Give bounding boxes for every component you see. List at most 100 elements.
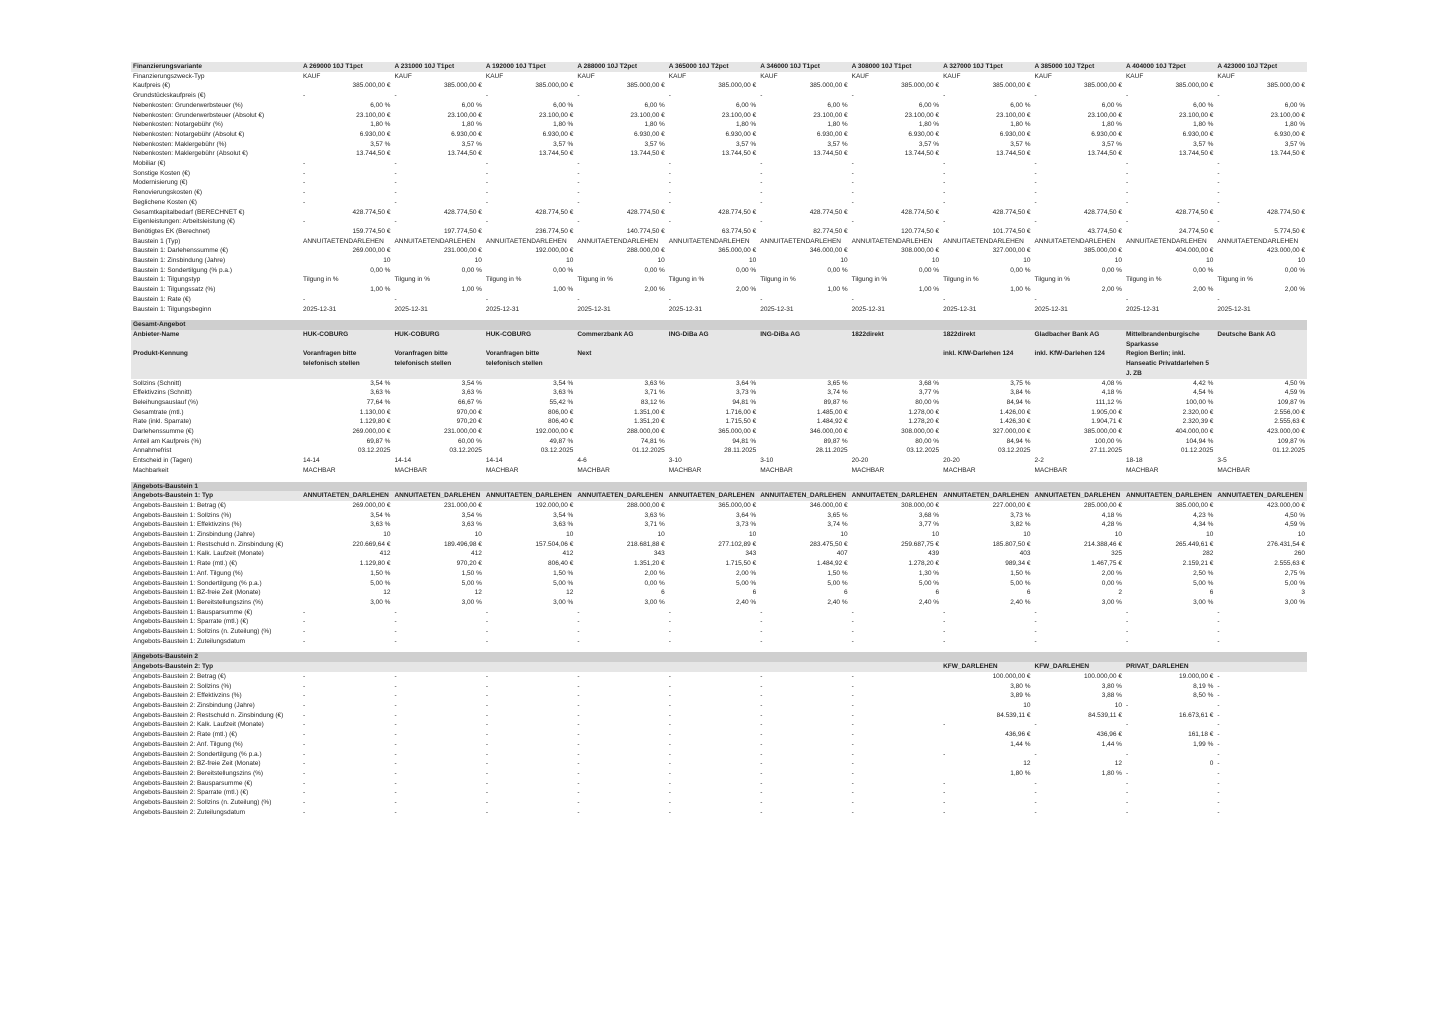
cell	[758, 662, 850, 672]
cell: -	[760, 295, 763, 303]
cell: Voranfragen bitte telefonisch stellen	[301, 349, 393, 379]
cell: KAUF	[1217, 72, 1235, 80]
cell: 3,57 %	[370, 140, 391, 148]
cell: 10	[1297, 257, 1305, 265]
cell: 4-6	[577, 457, 587, 465]
cell: 5,00 %	[553, 579, 574, 587]
cell: -	[394, 608, 397, 616]
data-row: Angebots-Baustein 1: Betrag (€) 269.000,0…	[131, 501, 1307, 511]
row-label: Benötigtes EK (Berechnet)	[133, 227, 210, 235]
cell: -	[577, 769, 580, 777]
cell: 231.000,00 €	[443, 501, 482, 509]
row-label: Machbarkeit	[133, 466, 169, 474]
row-label: Beglichene Kosten (€)	[133, 198, 197, 206]
cell: -	[1217, 628, 1220, 636]
row-label: Angebots-Baustein 2: Restschuld n. Zinsb…	[133, 711, 284, 719]
cell: 288.000,00 €	[626, 247, 665, 255]
data-row: Nebenkosten: Grunderwerbsteuer (Absolut …	[131, 111, 1307, 121]
cell: -	[1217, 618, 1220, 626]
cell: -	[943, 637, 946, 645]
cell: 2.320,39 €	[1182, 418, 1214, 426]
cell	[301, 662, 393, 672]
cell: 2,40 %	[918, 598, 940, 606]
data-row: Angebots-Baustein 2: Effektivzins (%) - - -…	[131, 691, 1307, 701]
cell: 2,40 %	[827, 598, 848, 606]
cell: -	[485, 295, 489, 303]
cell: -	[577, 218, 580, 226]
cell: 0,00 %	[1010, 266, 1031, 274]
cell: -	[1217, 702, 1220, 709]
cell: 3,57 %	[1101, 140, 1122, 148]
row-label: Darlehenssumme (€)	[133, 428, 194, 436]
data-row: Angebots-Baustein 1: Anf. Tilgung (%) 1,5…	[131, 569, 1307, 579]
cell: 2025-12-31	[394, 305, 428, 313]
cell: -	[1125, 189, 1129, 197]
cell: MACHBAR	[1125, 466, 1159, 474]
cell: 404.000,00 €	[1175, 247, 1214, 255]
cell: -	[485, 692, 489, 700]
row-label: Angebots-Baustein 1: Betrag (€)	[133, 501, 226, 509]
cell: 385.000,00 €	[443, 82, 482, 90]
cell: 100,00 %	[1094, 437, 1122, 445]
cell: KAUF	[1034, 72, 1052, 80]
cell: ANNUITAETEN_DARLEHEN	[301, 491, 393, 501]
cell: -	[485, 637, 489, 645]
cell: 325	[1111, 550, 1122, 558]
cell: ANNUITAETENDARLEHEN	[1125, 237, 1207, 245]
cell: -	[303, 169, 306, 177]
row-label: Angebots-Baustein 2: Bereitstellungszins…	[133, 769, 264, 777]
cell: 0,00 %	[1101, 579, 1122, 587]
data-row: Baustein 1: Tilgungstyp Tilgung in % Tilgu…	[131, 275, 1307, 285]
cell: Tilgung in %	[851, 276, 888, 284]
cell: -	[577, 702, 580, 709]
cell: -	[760, 808, 763, 816]
row-label: Baustein 1: Tilgungssatz (%)	[133, 286, 216, 294]
cell: -	[303, 628, 306, 636]
cell: 1,00 %	[918, 286, 940, 294]
cell: 12	[383, 589, 391, 597]
data-row: Baustein 1: Sondertilgung (% p.a.) 0,00 %…	[131, 266, 1307, 276]
cell: -	[577, 731, 580, 739]
cell: 10	[1206, 257, 1214, 265]
cell: KAUF	[760, 72, 778, 80]
row-label: Anbieter-Name	[131, 329, 302, 350]
cell: 1,80 %	[918, 121, 940, 129]
cell: A 308000 10J T1pct	[849, 62, 942, 72]
data-row: Mobiliar (€) - - - - - - - - - - -	[131, 159, 1307, 169]
row-label: Anteil am Kaufpreis (%)	[133, 437, 202, 445]
row-label: Angebots-Baustein 2: Effektivzins (%)	[133, 692, 242, 700]
data-row: Gesamtrate (mtl.) 1.130,00 € 970,00 € 806,0…	[131, 408, 1307, 418]
cell: A 365000 10J T2pct	[666, 62, 759, 72]
row-label: Angebots-Baustein 1: Sondertilgung (% p.…	[133, 579, 262, 587]
cell: -	[668, 702, 671, 709]
cell: 308.000,00 €	[901, 247, 940, 255]
cell: 1.351,20 €	[634, 418, 665, 426]
cell: ANNUITAETEN_DARLEHEN	[941, 491, 1033, 501]
cell: -	[668, 711, 671, 719]
cell: A 423000 10J T2pct	[1215, 62, 1307, 72]
cell: 6.930,00 €	[725, 130, 757, 138]
cell: 970,00 €	[456, 408, 482, 416]
cell: 10	[566, 257, 574, 265]
data-row: Gesamtkapitalbedarf (BERECHNET €) 428.774…	[131, 208, 1307, 218]
cell: -	[943, 789, 946, 797]
cell: -	[303, 779, 306, 787]
cell	[849, 349, 942, 379]
cell: 5,00 %	[461, 579, 482, 587]
cell: 6,00 %	[644, 101, 665, 109]
cell: 412	[379, 550, 391, 558]
row-label: Angebots-Baustein 2: Anf. Tilgung (%)	[133, 740, 243, 748]
cell: KAUF	[1125, 72, 1144, 80]
cell: -	[943, 169, 946, 177]
cell: -	[394, 799, 397, 807]
cell: 970,20 €	[456, 418, 482, 426]
cell: -	[1034, 198, 1037, 206]
cell: 77,64 %	[366, 398, 391, 406]
cell: A 288000 10J T2pct	[575, 62, 667, 72]
cell: 157.504,06 €	[535, 540, 574, 548]
cell: MACHBAR	[1217, 466, 1250, 474]
cell: -	[1125, 295, 1129, 303]
row-label: Nebenkosten: Maklergebühr (%)	[133, 140, 227, 148]
cell: -	[303, 702, 306, 709]
cell: 100.000,00 €	[1084, 672, 1122, 680]
